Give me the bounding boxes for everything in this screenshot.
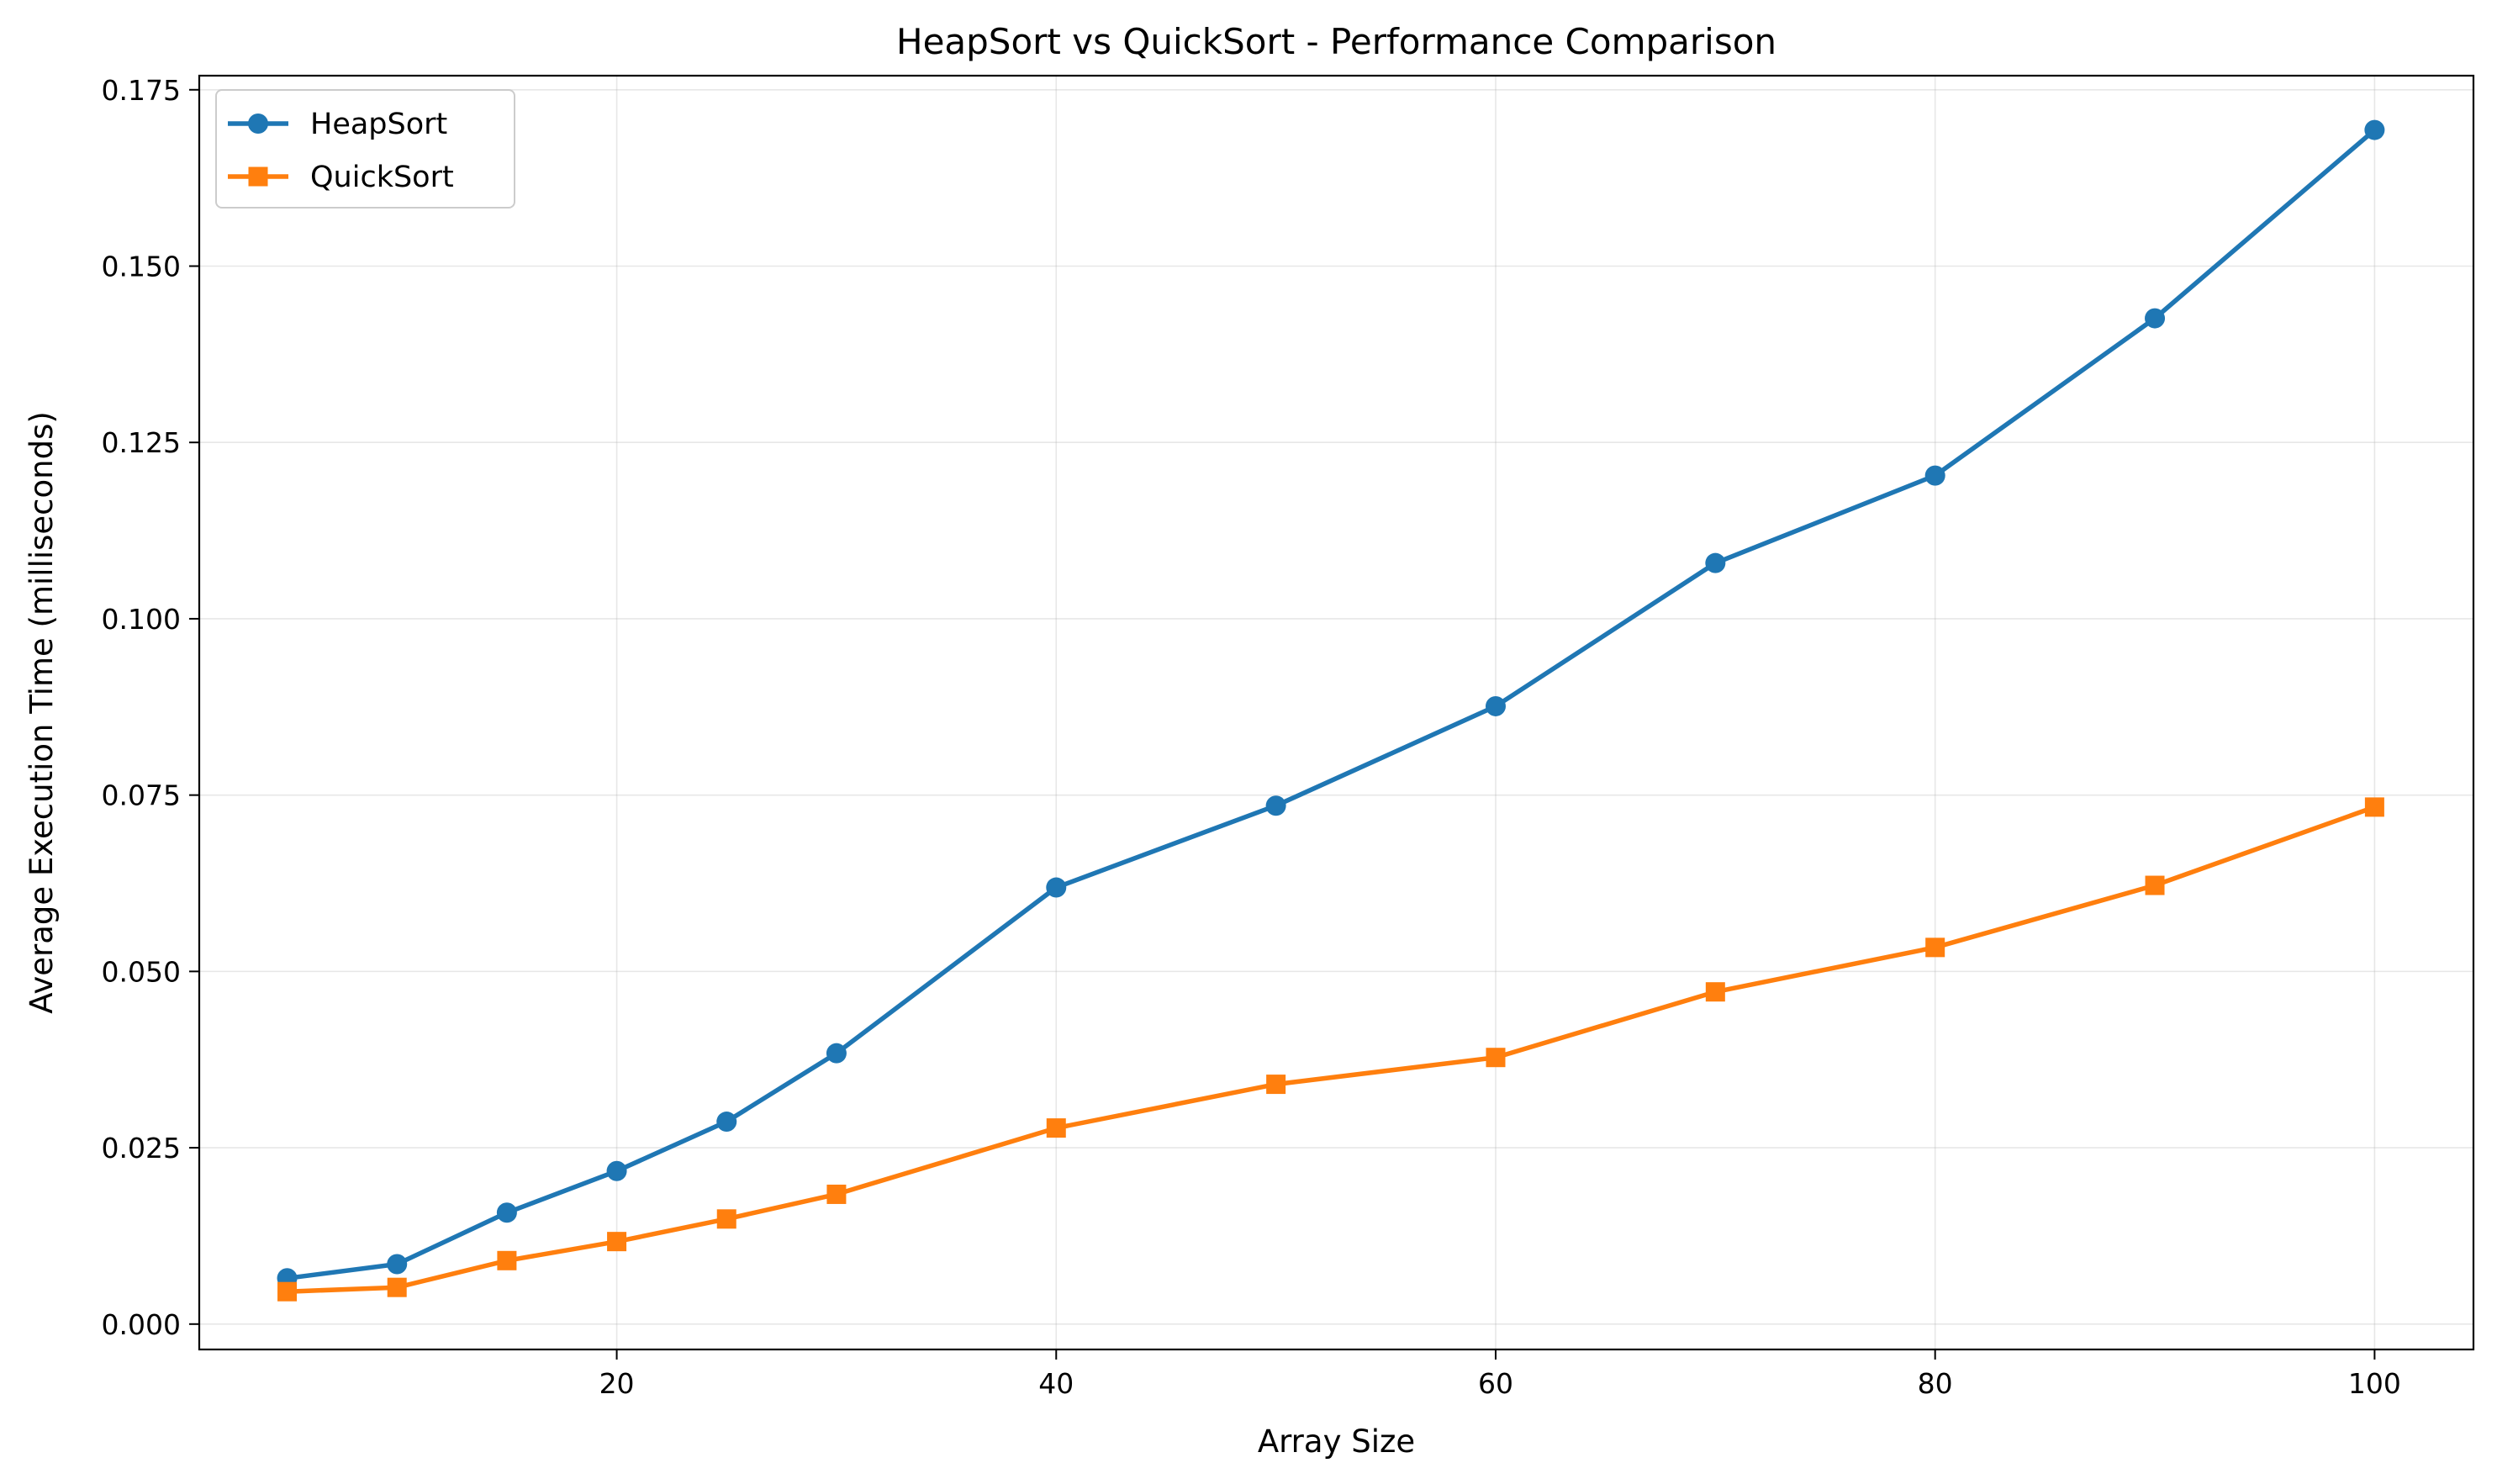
heapsort-point [496,1202,517,1223]
y-tick-label: 0.000 [102,1308,181,1341]
y-tick-label: 0.100 [102,603,181,636]
y-tick-label: 0.150 [102,250,181,283]
heapsort-point [826,1043,847,1064]
x-tick-label: 60 [1478,1367,1513,1400]
quicksort-point [716,1209,736,1229]
plot-frame [198,74,2475,1351]
legend-quicksort-label: QuickSort [310,161,454,194]
heapsort-point [1265,795,1286,816]
heapsort-point [606,1160,627,1181]
quicksort-point [2364,797,2384,817]
heapsort-point [1046,877,1067,898]
plot-markers [277,119,2385,1302]
heapsort-point [1705,552,1726,573]
quicksort-point [387,1277,407,1297]
chart-title: HeapSort vs QuickSort - Performance Comp… [896,21,1776,62]
legend-box [215,89,515,209]
legend-quicksort-marker [248,166,268,187]
heapsort-point [387,1254,408,1275]
y-tick-label: 0.025 [102,1132,181,1164]
quicksort-point [1705,982,1725,1002]
x-tick-label: 100 [2348,1367,2401,1400]
y-axis-label: Average Execution Time (milliseconds) [24,411,60,1014]
heapsort-point [1924,465,1945,486]
grid [199,76,2473,1349]
quicksort-point [1266,1075,1286,1095]
x-tick-label: 40 [1038,1367,1074,1400]
y-tick-label: 0.075 [102,779,181,812]
quicksort-point [277,1281,298,1302]
y-tick-label: 0.050 [102,955,181,988]
heapsort-point [2145,308,2166,329]
heapsort-point [2364,119,2385,140]
legend-heapsort-marker [248,114,268,134]
axis-ticks: 20 40 60 80 100 0.000 0.025 0.050 0.075 0.100 0.12… [102,74,2401,1400]
x-axis-label: Array Size [1258,1423,1415,1460]
y-tick-label: 0.175 [102,74,181,107]
y-tick-label: 0.125 [102,426,181,459]
heapsort-point [716,1112,737,1133]
quicksort-point [1486,1048,1506,1068]
x-tick-label: 20 [599,1367,635,1400]
quicksort-point [1046,1118,1066,1138]
heapsort-point [1485,695,1506,716]
legend: HeapSort QuickSort [215,89,515,209]
legend-heapsort-label: HeapSort [310,108,447,141]
quicksort-point [826,1184,847,1204]
quicksort-point [607,1232,627,1252]
quicksort-point [497,1250,517,1270]
quicksort-point [1925,937,1945,958]
quicksort-point [2145,875,2165,895]
x-tick-label: 80 [1918,1367,1953,1400]
